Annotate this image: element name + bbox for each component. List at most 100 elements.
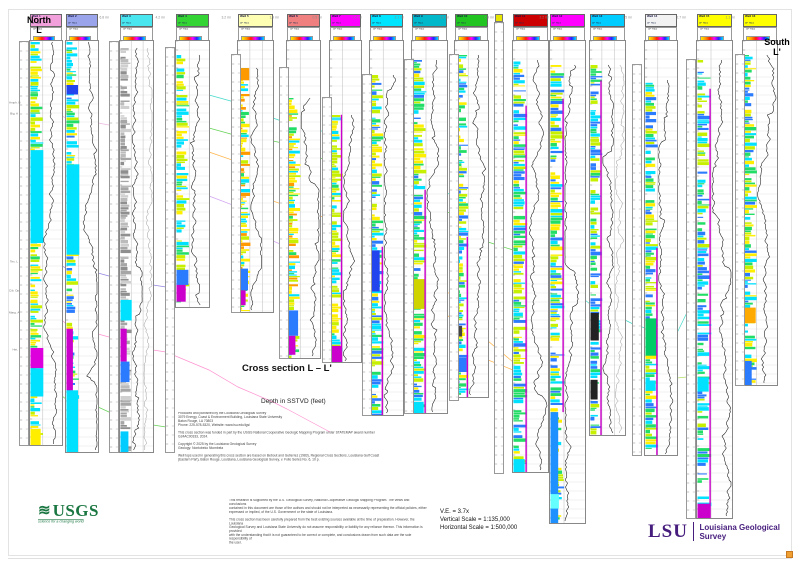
lsu-org-line2: Survey — [699, 531, 727, 541]
well-header-sub: SP RES — [67, 22, 78, 25]
track-labels: SP RES — [69, 28, 79, 31]
track-labels: SP RES — [290, 28, 300, 31]
south-line-id: L' — [773, 47, 781, 57]
horizon-marker-label: Amph. B — [9, 101, 21, 105]
well-header: Well 3 SP RES — [120, 14, 153, 27]
well-header-sub: SP RES — [413, 22, 424, 25]
usgs-wordmark: USGS — [52, 501, 99, 520]
track-labels: SP RES — [179, 28, 189, 31]
usgs-logo: ≋ USGS science for a changing world — [38, 501, 114, 527]
usgs-tagline: science for a changing world — [38, 519, 84, 524]
well-track-legend: SP RES — [455, 27, 488, 42]
well-log-body — [549, 40, 586, 524]
well-header-sub: SP RES — [121, 22, 132, 25]
well-name: Well 12 — [552, 15, 563, 18]
well-log-body — [696, 40, 733, 519]
north-line-id: L — [36, 25, 42, 35]
well-log-strip: Well 8 SP RES SP RES — [369, 14, 404, 416]
well-track-legend: SP RES — [330, 27, 361, 42]
well-log-body — [644, 40, 678, 456]
usgs-wave-icon: ≋ — [38, 502, 51, 519]
well-track-legend: SP RES — [513, 27, 548, 42]
well-track-legend: SP RES — [238, 27, 273, 42]
distance-label: 3.1 mi — [394, 16, 404, 20]
well-name: Well 6 — [289, 15, 298, 18]
well-name: Well 11 — [515, 15, 526, 18]
well-track-legend: SP RES — [590, 27, 625, 42]
track-labels: SP RES — [746, 28, 756, 31]
well-log-body — [175, 40, 210, 308]
well-name: Well 8 — [372, 15, 381, 18]
well-header-sub: SP RES — [239, 22, 250, 25]
well-header-sub: SP RES — [456, 22, 467, 25]
text-paragraph: Produced and published by the Louisiana … — [178, 412, 283, 427]
distance-label: 1.9 mi — [269, 16, 279, 20]
well-name: Well 10 — [457, 15, 468, 18]
track-labels: SP RES — [241, 28, 251, 31]
well-header-sub: SP RES — [288, 22, 299, 25]
lsu-logo: LSU Louisiana Geological Survey — [648, 522, 780, 541]
well-header: Well 7 SP RES — [330, 14, 361, 27]
depth-ruler — [686, 59, 696, 519]
depth-ruler — [404, 59, 414, 414]
well-header: Well 12 SP RES — [550, 14, 585, 27]
vertical-exaggeration: V.E. = 3.7x — [440, 509, 469, 515]
well-log-strip: Well 9 SP RES SP RES — [411, 14, 448, 414]
text-paragraph: Copyright © 2025 by the Louisiana Geolog… — [178, 442, 257, 450]
distance-label: 2.7 mi — [676, 16, 686, 20]
well-name: Well 3 — [122, 15, 131, 18]
depth-ruler — [632, 64, 642, 456]
track-labels: SP RES — [123, 28, 133, 31]
well-name: Well 4 — [178, 15, 187, 18]
well-header-sub: SP RES — [591, 22, 602, 25]
depth-ruler — [279, 67, 289, 359]
well-log-strip: Well 4 SP RES SP RES — [175, 14, 210, 308]
track-labels: SP RES — [516, 28, 526, 31]
well-track-legend: SP RES — [370, 27, 403, 42]
distance-label: 1.5 mi — [622, 16, 632, 20]
track-labels: SP RES — [648, 28, 658, 31]
well-header: Well 16 SP RES — [743, 14, 777, 27]
well-log-body — [411, 40, 448, 414]
depth-ruler — [231, 54, 241, 313]
lsu-org-name: Louisiana Geological Survey — [699, 523, 779, 541]
south-end-label: South L' — [754, 37, 800, 57]
distance-label: 1.8 mi — [439, 16, 449, 20]
track-labels: SP RES — [415, 28, 425, 31]
well-name: Well 1 — [32, 15, 41, 18]
well-name: Well 2 — [68, 15, 77, 18]
text-paragraph: This cross section was funded in part by… — [178, 431, 375, 439]
attribution-text: Produced and published by the Louisiana … — [178, 412, 442, 466]
well-header-sub: SP RES — [331, 22, 342, 25]
page-title: Cross section L – L' — [242, 363, 332, 374]
text-paragraph: Well tops used in generating this cross … — [178, 454, 380, 462]
well-header: Well 11 SP RES — [513, 14, 548, 27]
well-header-sub: SP RES — [177, 22, 188, 25]
distance-label: 6.8 mi — [99, 16, 109, 20]
depth-ruler — [449, 54, 459, 401]
well-name: Well 7 — [332, 15, 341, 18]
well-name: Well 9 — [414, 15, 423, 18]
track-labels: SP RES — [333, 28, 343, 31]
vertical-scale: Vertical Scale = 1:135,000 — [440, 517, 510, 523]
well-log-body — [65, 40, 99, 453]
distance-label: 4.2 mi — [155, 16, 165, 20]
depth-ruler — [362, 74, 372, 416]
well-header-sub: SP RES — [646, 22, 657, 25]
distance-label: 2.2 mi — [539, 16, 549, 20]
distance-label: 0.9 mi — [484, 16, 494, 20]
well-log-strip: Well 11 SP RES SP RES — [512, 14, 549, 473]
well-header-sub: SP RES — [371, 22, 382, 25]
well-header: Well 1 SP RES — [30, 14, 62, 27]
north-end-label: North L — [16, 15, 62, 35]
well-header: Well 10 SP RES — [455, 14, 488, 27]
track-labels: SP RES — [33, 28, 43, 31]
well-log-strip: Well 1 SP RES SP RES — [29, 14, 63, 446]
lsu-org-line1: Louisiana Geological — [699, 522, 780, 532]
well-log-strip: Well 3 SP RES SP RES — [119, 14, 154, 453]
track-labels: SP RES — [458, 28, 468, 31]
well-header-sub: SP RES — [744, 22, 755, 25]
well-log-body — [119, 40, 154, 453]
well-log-strip: Well 2 SP RES SP RES — [65, 14, 99, 453]
horizon-marker-label: Het. — [12, 348, 18, 352]
